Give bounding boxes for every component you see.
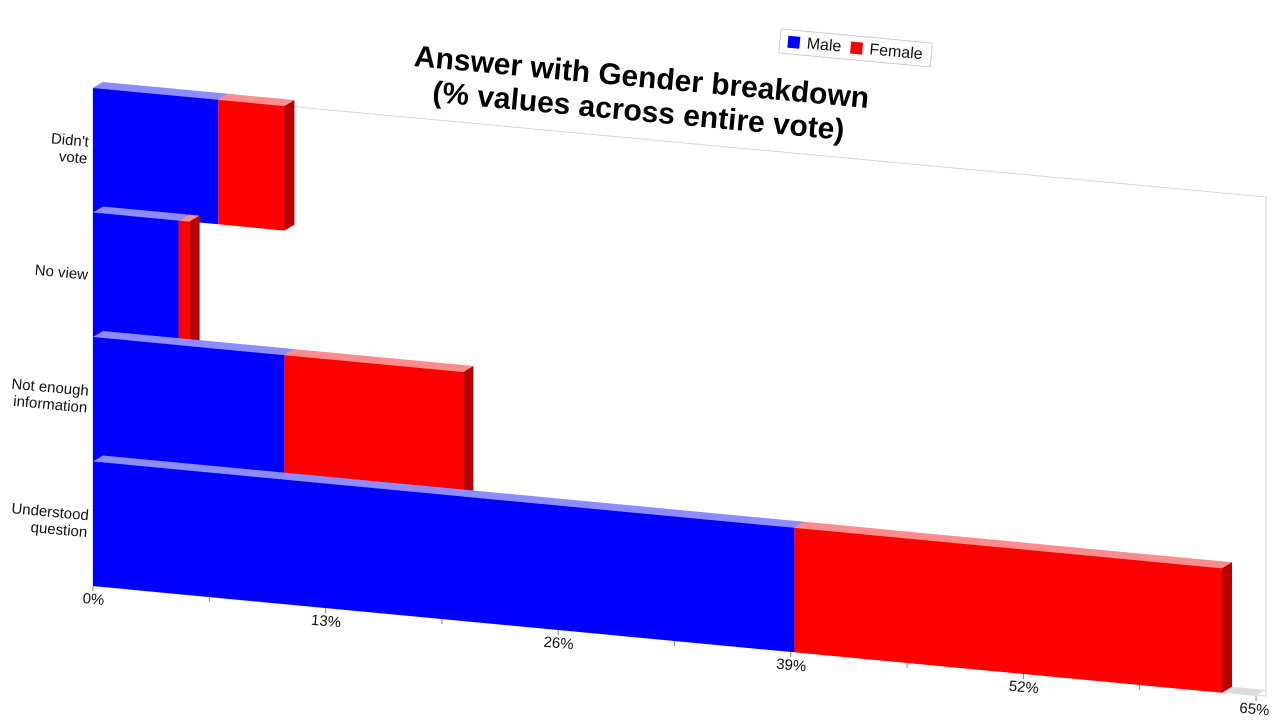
bar-male-top [93,206,189,221]
bar-female [284,355,464,497]
x-tick-label: 52% [1008,678,1039,698]
x-tick-label: 26% [543,634,574,654]
bar-female-side [284,100,295,231]
x-axis: 0% 13% 26% 39% 52% 65% [82,586,1270,719]
category-labels: Didn'tvote No view Not enoughinformation Un… [9,130,91,541]
bar-female-top [178,214,200,222]
bar-male [93,337,285,480]
x-tick-label: 65% [1239,700,1270,720]
bar-female-top [794,521,1232,569]
bar-female-top [218,93,295,107]
bar-group [93,331,474,497]
bar-group [93,206,200,347]
x-tick-label: 0% [82,590,105,609]
bar-male-top [93,82,229,100]
legend-label-male: Male [806,35,842,55]
bar-group [93,82,295,231]
x-tick-label: 39% [775,656,806,676]
bar-male-top [93,455,805,528]
legend: Male Female [778,28,933,68]
category-label: Not enoughinformation [9,376,89,417]
category-label: No view [34,262,89,284]
legend-swatch-female [850,41,864,55]
bar-female [794,527,1222,693]
legend-label-female: Female [869,41,924,63]
category-label: Understoodquestion [9,500,89,541]
bar-female [178,220,190,347]
bar-female-side [189,215,200,347]
bar-male [93,212,179,346]
bar-male-top [93,331,295,356]
bar-female [218,99,285,231]
bar-female-side [1222,562,1232,693]
bar-male [93,461,795,653]
x-tick-label: 13% [310,612,341,632]
bars-layer [92,82,1232,693]
bar-group [93,455,1232,693]
bar-female-top [284,349,474,372]
category-label: Didn'tvote [49,130,91,167]
bar-female-side [463,366,474,497]
bar-male [93,88,219,225]
legend-swatch-male [787,35,801,49]
